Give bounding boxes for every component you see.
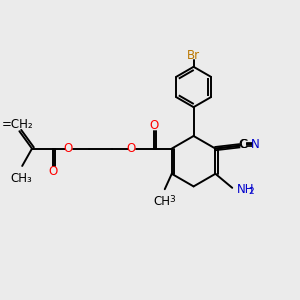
Text: O: O bbox=[149, 119, 158, 132]
Text: NH: NH bbox=[236, 183, 254, 196]
Text: =CH₂: =CH₂ bbox=[2, 118, 34, 131]
Text: C: C bbox=[239, 138, 247, 151]
Text: 2: 2 bbox=[248, 187, 254, 196]
Text: C: C bbox=[239, 138, 247, 151]
Text: Br: Br bbox=[187, 49, 200, 62]
Text: N: N bbox=[251, 138, 260, 151]
Text: 3: 3 bbox=[169, 195, 175, 204]
Text: CH₃: CH₃ bbox=[10, 172, 32, 185]
Text: O: O bbox=[64, 142, 73, 154]
Text: CH: CH bbox=[153, 195, 170, 208]
Text: O: O bbox=[127, 142, 136, 154]
Text: O: O bbox=[48, 165, 58, 178]
